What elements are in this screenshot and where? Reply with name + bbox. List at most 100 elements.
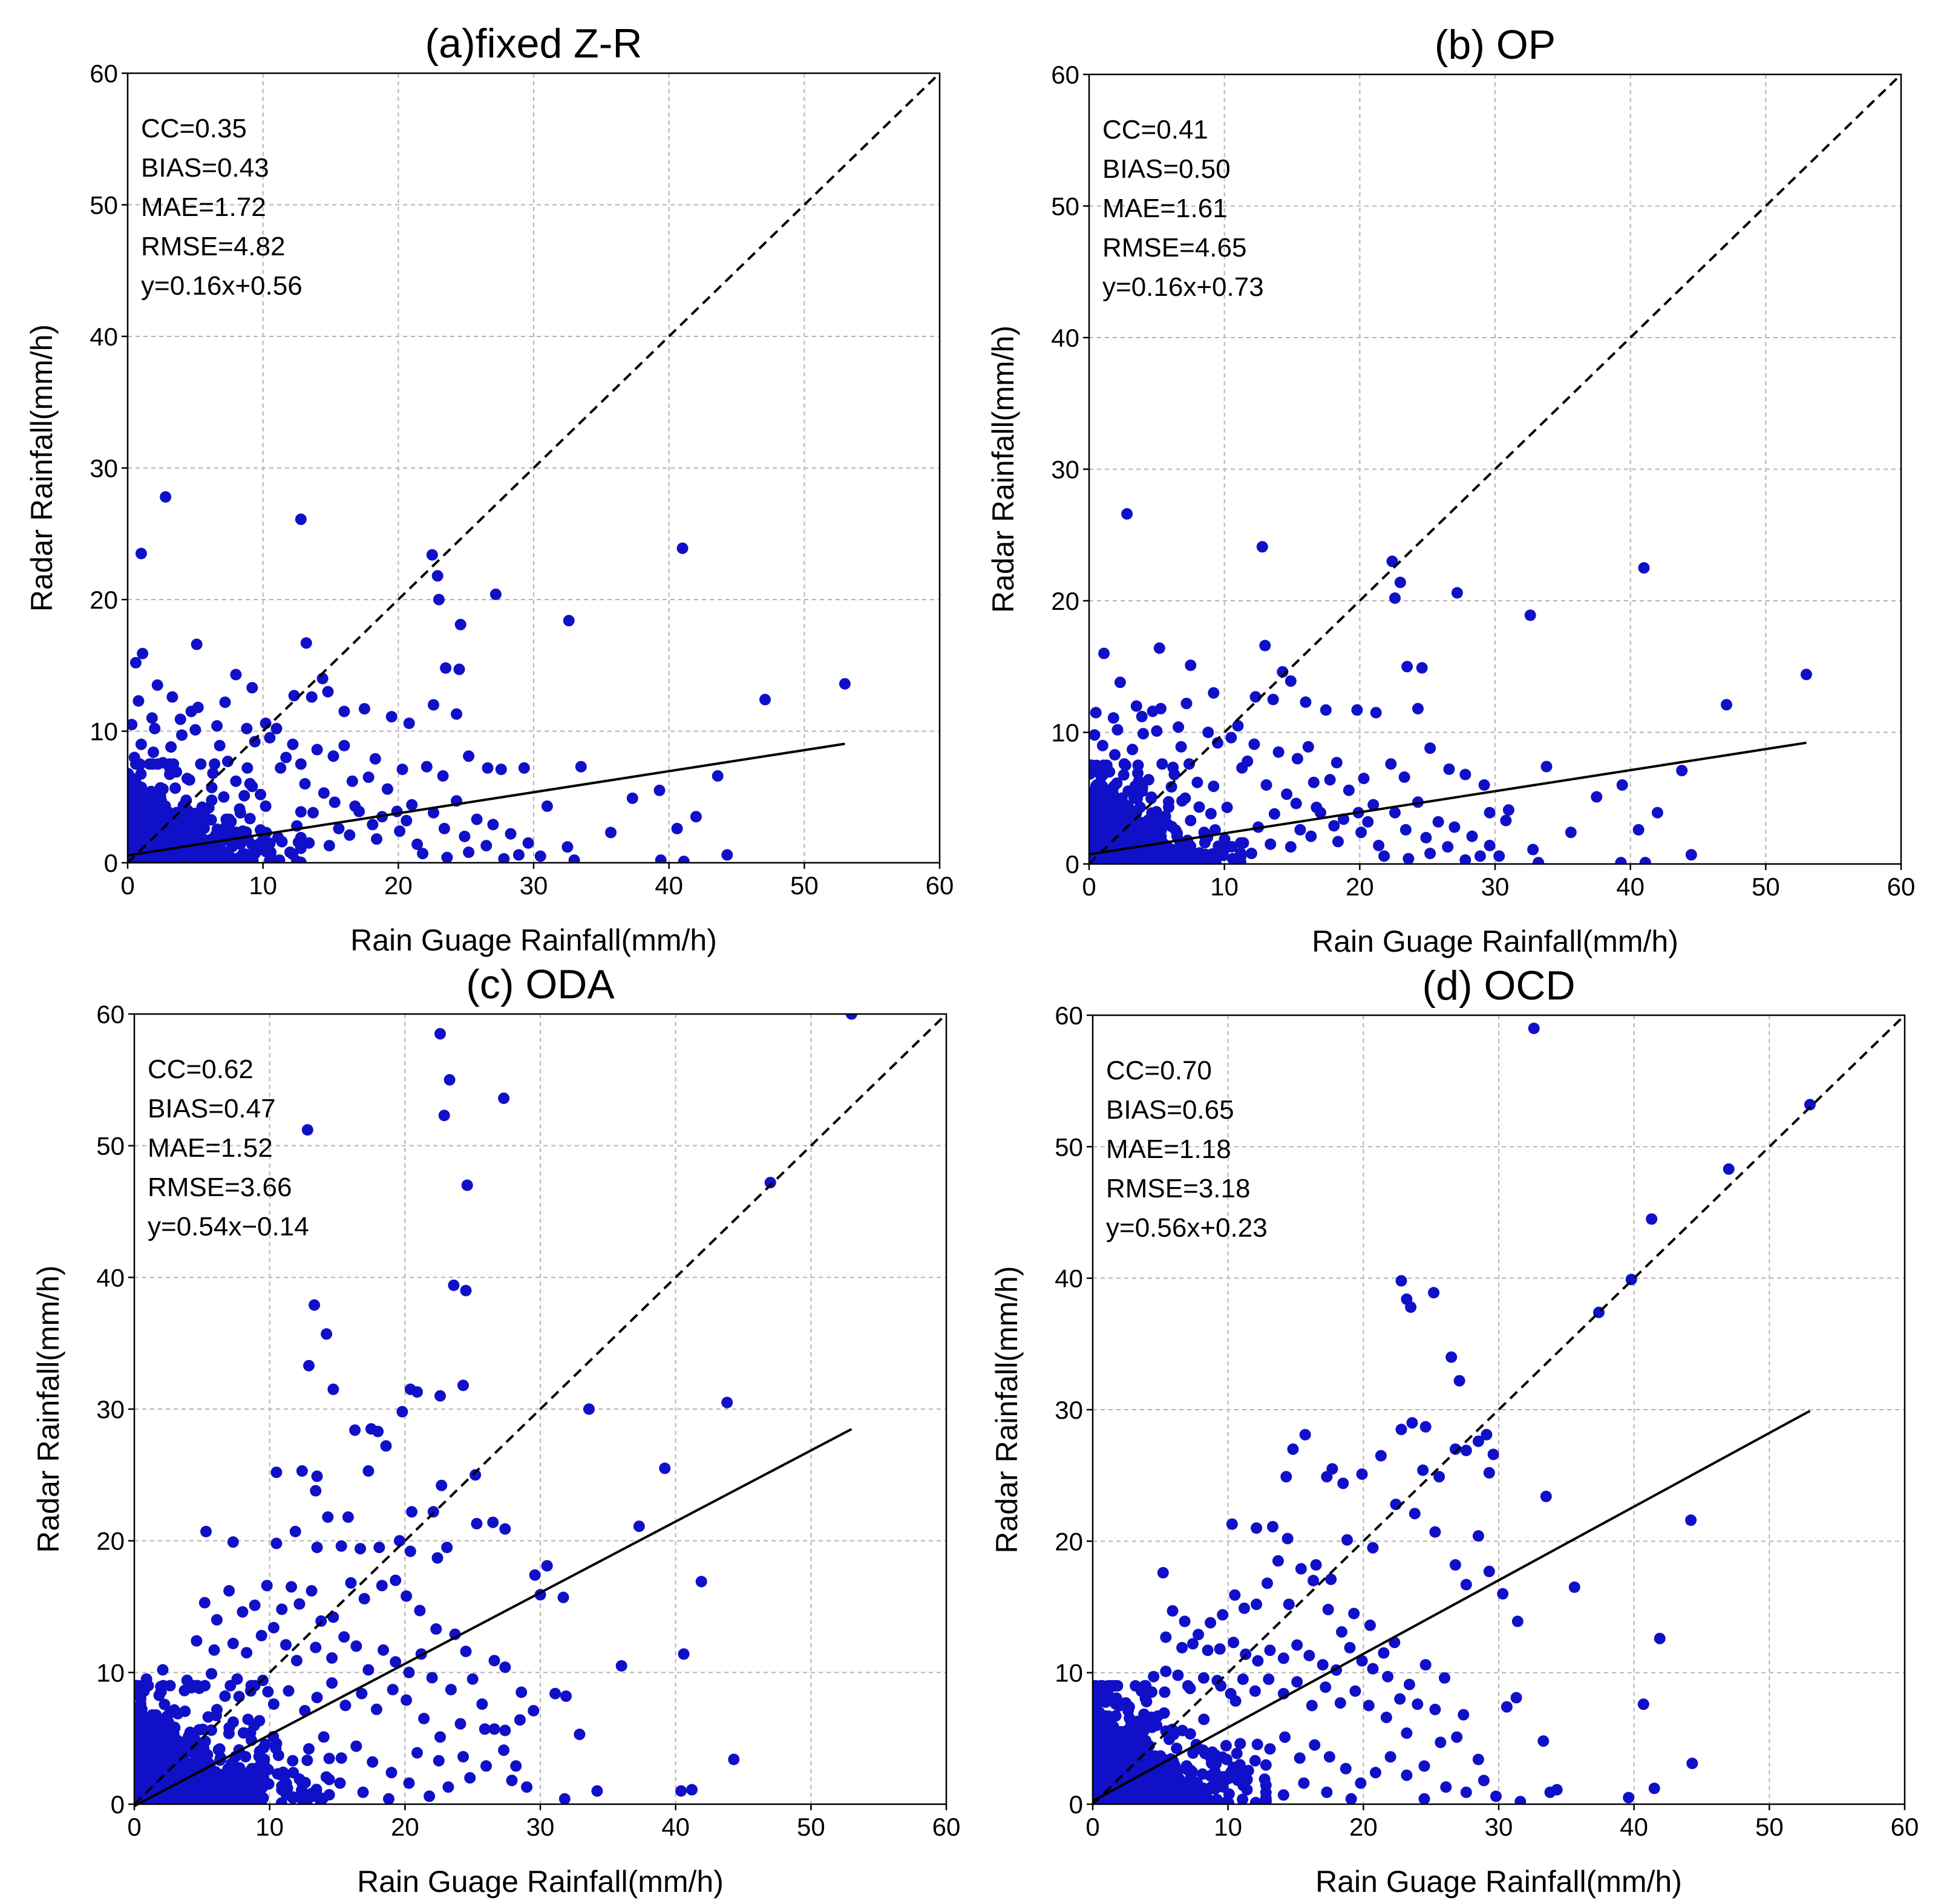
data-point: [1173, 721, 1184, 733]
data-point: [1090, 707, 1102, 718]
data-point: [1147, 705, 1159, 717]
data-point: [1291, 798, 1302, 810]
data-point: [454, 664, 465, 675]
y-tick-label: 30: [90, 454, 118, 483]
data-point: [1156, 758, 1168, 770]
scatter-points: [122, 491, 851, 869]
data-point: [471, 814, 483, 825]
data-point: [157, 757, 169, 768]
stat-annotation: RMSE=4.82: [141, 232, 285, 261]
data-point: [1399, 771, 1410, 783]
data-point: [1358, 773, 1370, 784]
data-point: [690, 811, 702, 822]
data-point: [1444, 764, 1455, 775]
data-point: [301, 637, 312, 649]
data-point: [455, 619, 466, 630]
data-point: [1185, 659, 1196, 671]
data-point: [136, 739, 147, 750]
data-point: [166, 692, 178, 703]
data-point: [295, 806, 307, 817]
data-point: [1500, 815, 1511, 826]
data-point: [1389, 807, 1401, 819]
data-point: [1118, 769, 1130, 780]
data-point: [1331, 757, 1343, 768]
data-point: [329, 797, 341, 808]
data-point: [1139, 817, 1150, 829]
data-point: [1115, 676, 1126, 688]
data-point: [397, 764, 408, 775]
data-point: [277, 836, 288, 848]
data-point: [129, 752, 140, 764]
data-point: [1378, 851, 1390, 862]
data-point: [1222, 802, 1233, 813]
data-point: [349, 800, 361, 812]
data-point: [284, 846, 296, 858]
stat-annotation: y=0.16x+0.73: [1102, 272, 1264, 302]
x-tick-label: 10: [249, 871, 277, 900]
data-point: [347, 776, 358, 787]
data-point: [1615, 857, 1627, 868]
data-point: [1119, 758, 1130, 770]
data-point: [1617, 779, 1628, 791]
data-point: [1285, 675, 1297, 687]
data-point: [238, 790, 250, 802]
data-point: [1305, 831, 1317, 842]
data-point: [386, 711, 398, 722]
data-point: [240, 1751, 251, 1762]
data-point: [1401, 661, 1413, 672]
data-point: [575, 761, 587, 773]
data-point: [203, 802, 215, 814]
data-point: [1676, 765, 1687, 776]
data-point: [1503, 804, 1514, 816]
data-point: [1424, 742, 1436, 754]
data-point: [1202, 727, 1214, 738]
y-tick-label: 20: [90, 586, 118, 614]
data-point: [129, 802, 140, 814]
scatter-points: [1084, 508, 1812, 870]
data-point: [208, 855, 220, 866]
data-point: [322, 686, 334, 698]
data-point: [1403, 853, 1414, 865]
data-point: [165, 741, 177, 753]
data-point: [1332, 836, 1344, 848]
data-point: [149, 723, 160, 734]
x-axis-label: Rain Guage Rainfall(mm/h): [1312, 924, 1678, 958]
data-point: [370, 753, 381, 765]
data-point: [160, 491, 171, 503]
data-point: [1127, 744, 1138, 755]
data-point: [230, 669, 241, 681]
data-point: [363, 771, 375, 783]
data-point: [1479, 779, 1490, 791]
data-point: [128, 777, 139, 789]
data-point: [411, 839, 423, 850]
data-point: [655, 854, 667, 866]
data-point: [207, 768, 218, 779]
data-point: [1219, 834, 1231, 845]
data-point: [1412, 703, 1424, 715]
data-point: [280, 752, 292, 764]
data-point: [672, 823, 683, 834]
data-point: [1448, 822, 1460, 833]
data-point: [136, 548, 147, 559]
data-point: [287, 739, 298, 750]
data-point: [1527, 844, 1539, 855]
data-point: [1355, 826, 1367, 838]
data-point: [175, 713, 186, 725]
data-point: [1268, 694, 1279, 705]
data-point: [496, 764, 507, 775]
data-point: [203, 1711, 214, 1722]
y-tick-label: 40: [1051, 324, 1079, 352]
data-point: [1098, 793, 1109, 805]
x-tick-label: 30: [520, 871, 548, 900]
y-tick-label: 60: [90, 59, 118, 88]
data-point: [1213, 844, 1225, 855]
data-point: [295, 758, 307, 770]
data-point: [1132, 767, 1144, 779]
data-point: [1089, 814, 1101, 825]
data-point: [1205, 808, 1217, 819]
x-tick-label: 20: [1346, 872, 1374, 901]
data-point: [195, 817, 207, 829]
